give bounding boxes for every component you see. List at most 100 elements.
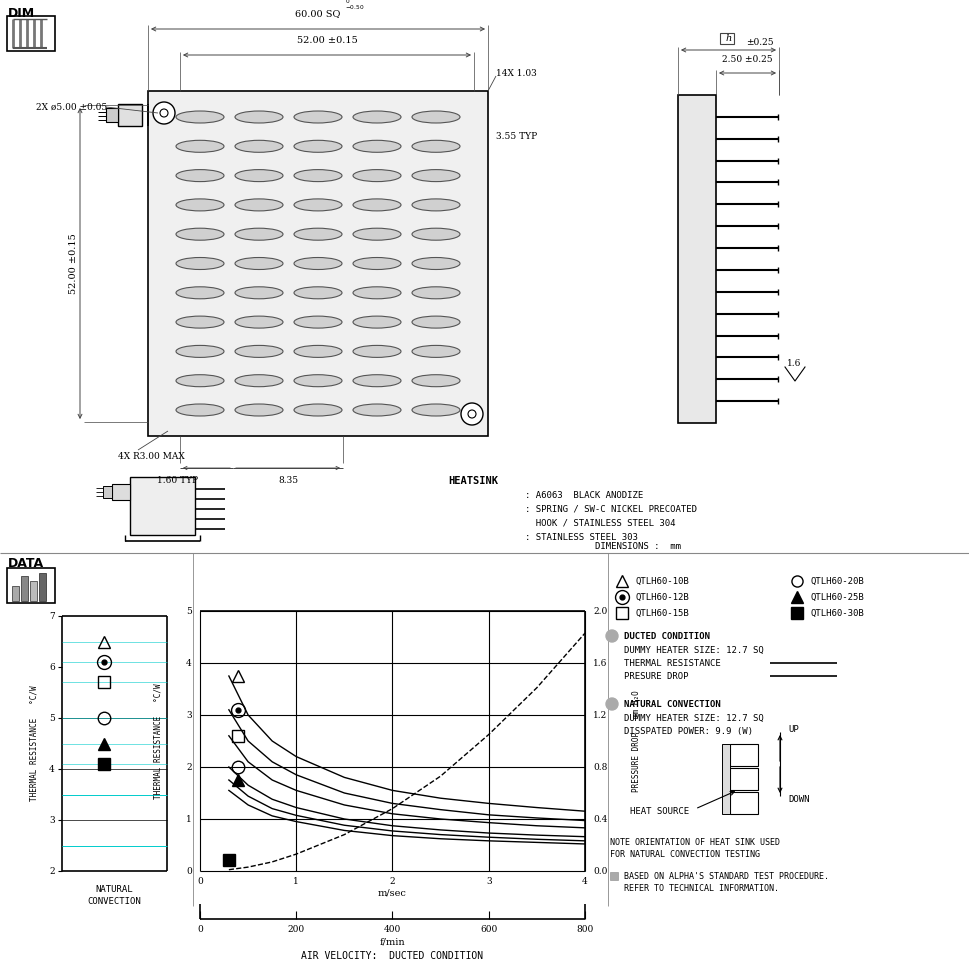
Text: 3: 3 [485,877,491,886]
Text: 2: 2 [390,877,395,886]
Ellipse shape [353,404,400,416]
Text: QTLH60-10B: QTLH60-10B [636,577,689,586]
Circle shape [460,403,483,425]
Ellipse shape [412,375,459,386]
Ellipse shape [175,111,224,123]
Bar [21,576,28,601]
Text: DIM: DIM [8,7,35,19]
Text: 1.6: 1.6 [786,358,800,367]
Text: 2: 2 [49,866,55,876]
Bar [148,91,487,436]
Ellipse shape [175,199,224,211]
Ellipse shape [175,228,224,240]
Text: THERMAL RESISTANCE: THERMAL RESISTANCE [623,658,720,667]
Ellipse shape [294,286,342,299]
Bar [111,484,130,500]
Ellipse shape [294,111,342,123]
Ellipse shape [412,111,459,123]
Ellipse shape [353,170,400,182]
Bar [720,33,734,44]
Ellipse shape [234,346,283,357]
Text: 4X R3.00 MAX: 4X R3.00 MAX [118,452,184,460]
Ellipse shape [234,111,283,123]
Text: QTLH60-30B: QTLH60-30B [810,609,863,618]
Text: 0.8: 0.8 [592,762,607,772]
Text: HEATSINK: HEATSINK [448,476,497,486]
Text: 1: 1 [293,877,298,886]
Text: 1.2: 1.2 [592,711,607,720]
Bar [730,768,757,790]
Ellipse shape [294,375,342,386]
Ellipse shape [175,140,224,152]
Ellipse shape [234,286,283,299]
Text: BASED ON ALPHA'S STANDARD TEST PROCEDURE.: BASED ON ALPHA'S STANDARD TEST PROCEDURE… [623,872,828,881]
Text: m/sec: m/sec [378,888,407,897]
Text: DIMENSIONS :  mm: DIMENSIONS : mm [594,542,680,551]
Text: 1.6: 1.6 [592,658,607,667]
Ellipse shape [294,140,342,152]
Text: 200: 200 [288,924,304,933]
Text: 4: 4 [49,764,55,774]
Ellipse shape [353,199,400,211]
Text: h: h [725,34,731,43]
Text: 52.00 ±0.15: 52.00 ±0.15 [70,233,78,294]
Ellipse shape [412,286,459,299]
Text: NATURAL CONVECTION: NATURAL CONVECTION [623,699,720,709]
Bar [130,477,195,535]
Text: 6: 6 [49,662,55,672]
Ellipse shape [353,111,400,123]
Ellipse shape [353,257,400,270]
Bar [39,573,46,601]
Text: HOOK / STAINLESS STEEL 304: HOOK / STAINLESS STEEL 304 [524,519,674,527]
Text: 0: 0 [197,877,203,886]
Text: 400: 400 [384,924,401,933]
Text: QTLH60-20B: QTLH60-20B [810,577,863,586]
Ellipse shape [294,257,342,270]
Text: : STAINLESS STEEL 303: : STAINLESS STEEL 303 [524,532,638,542]
Text: PRESURE DROP: PRESURE DROP [623,672,688,681]
Ellipse shape [412,346,459,357]
Text: 2: 2 [186,762,192,772]
Text: 2X ø5.00 ±0.05: 2X ø5.00 ±0.05 [36,103,108,112]
Ellipse shape [412,170,459,182]
Ellipse shape [353,228,400,240]
Text: 5: 5 [49,714,55,722]
Text: 14X 1.03: 14X 1.03 [495,69,536,78]
Ellipse shape [234,404,283,416]
Bar [118,104,141,126]
Text: DUMMY HEATER SIZE: 12.7 SQ: DUMMY HEATER SIZE: 12.7 SQ [623,646,763,654]
Text: 1: 1 [186,815,192,823]
Ellipse shape [234,140,283,152]
Text: 1.60 TYP: 1.60 TYP [157,476,199,485]
Ellipse shape [294,346,342,357]
Text: 0.0: 0.0 [592,866,607,876]
Text: THERMAL RESISTANCE   °C/W: THERMAL RESISTANCE °C/W [153,684,163,799]
Text: PRESSURE DROP   mm H₂O: PRESSURE DROP mm H₂O [632,690,641,792]
Text: REFER TO TECHNICAL INFORMATION.: REFER TO TECHNICAL INFORMATION. [623,884,778,892]
Text: 0.4: 0.4 [592,815,607,823]
Text: 3: 3 [186,711,192,720]
Bar [677,95,715,423]
Ellipse shape [175,286,224,299]
Bar [30,581,37,601]
Text: 600: 600 [480,924,497,933]
Text: : A6063  BLACK ANODIZE: : A6063 BLACK ANODIZE [524,490,642,499]
Ellipse shape [294,317,342,328]
Text: 3: 3 [49,816,55,824]
Ellipse shape [234,170,283,182]
Ellipse shape [412,317,459,328]
Text: 0: 0 [197,924,203,933]
Ellipse shape [294,228,342,240]
Circle shape [606,630,617,642]
Bar [7,568,55,603]
Text: : SPRING / SW-C NICKEL PRECOATED: : SPRING / SW-C NICKEL PRECOATED [524,505,697,514]
Text: NOTE ORIENTATION OF HEAT SINK USED: NOTE ORIENTATION OF HEAT SINK USED [610,838,779,847]
Text: UP: UP [787,724,797,733]
Ellipse shape [353,317,400,328]
Bar [200,611,584,871]
Ellipse shape [412,257,459,270]
Bar [103,486,111,498]
Text: 2.50 ±0.25: 2.50 ±0.25 [722,55,772,64]
Bar [610,872,617,880]
Text: 52.00 ±0.15: 52.00 ±0.15 [297,36,357,45]
